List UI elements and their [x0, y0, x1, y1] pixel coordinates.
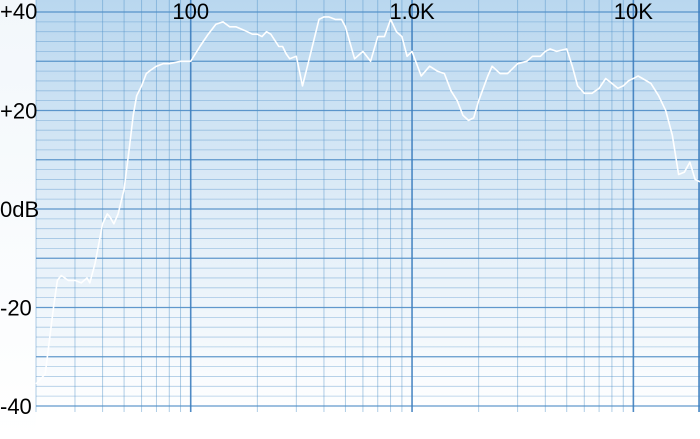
- left-margin-background: [0, 0, 36, 439]
- x-tick-label: 100: [172, 0, 209, 24]
- plot-background: [36, 0, 700, 412]
- y-tick-label: 0dB: [0, 197, 39, 222]
- grid-lines: [35, 0, 700, 412]
- y-tick-label: +40: [0, 0, 37, 24]
- y-tick-label: +20: [0, 99, 37, 124]
- y-tick-label: -20: [0, 296, 32, 321]
- x-tick-label: 1.0K: [389, 0, 435, 24]
- response-curve-line: [35, 16, 700, 385]
- y-tick-label: -40: [0, 394, 32, 419]
- tick-labels: +40 +20 0dB -20 -40 100 1.0K 10K: [0, 0, 653, 419]
- x-tick-label: 10K: [614, 0, 653, 24]
